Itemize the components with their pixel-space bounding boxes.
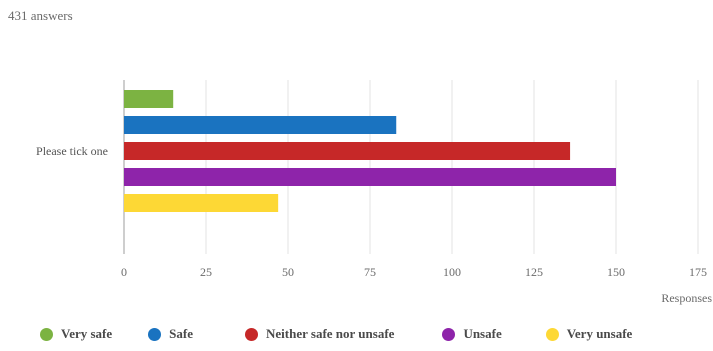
legend-label: Very safe — [61, 326, 113, 341]
x-axis-title: Responses — [661, 291, 712, 305]
x-tick-label: 125 — [525, 265, 543, 279]
category-label: Please tick one — [36, 144, 108, 158]
x-tick-label: 50 — [282, 265, 294, 279]
bar — [124, 168, 616, 186]
legend-item[interactable]: Safe — [148, 326, 193, 342]
legend-item[interactable]: Neither safe nor unsafe — [245, 326, 394, 342]
legend-label: Very unsafe — [566, 326, 633, 341]
bar — [124, 116, 397, 134]
legend-color-dot — [545, 327, 559, 341]
bar-chart: 0 25 50 75 100 125 150 175 Please tick one Respon… — [36, 80, 712, 305]
legend-label: Neither safe nor unsafe — [266, 326, 395, 341]
legend-color-dot — [40, 327, 53, 341]
x-tick-label: 0 — [121, 265, 127, 279]
chart-legend: Very safe Safe Neither safe nor unsafe Unsa… — [40, 326, 632, 342]
legend-color-dot — [442, 327, 456, 341]
legend-item[interactable]: Very safe — [40, 326, 112, 342]
answers-count: 431 answers — [8, 8, 73, 23]
legend-color-dot — [245, 327, 258, 341]
legend-color-dot — [148, 327, 162, 341]
x-tick-label: 175 — [689, 265, 707, 279]
bar — [124, 142, 571, 160]
legend-label: Safe — [169, 326, 193, 341]
bar — [124, 90, 174, 108]
x-tick-label: 75 — [364, 265, 376, 279]
legend-item[interactable]: Very unsafe — [545, 326, 633, 342]
x-tick-label: 150 — [607, 265, 625, 279]
legend-label: Unsafe — [463, 326, 502, 341]
legend-item[interactable]: Unsafe — [442, 326, 502, 342]
bar — [124, 194, 279, 212]
x-tick-label: 25 — [200, 265, 212, 279]
x-tick-label: 100 — [443, 265, 461, 279]
